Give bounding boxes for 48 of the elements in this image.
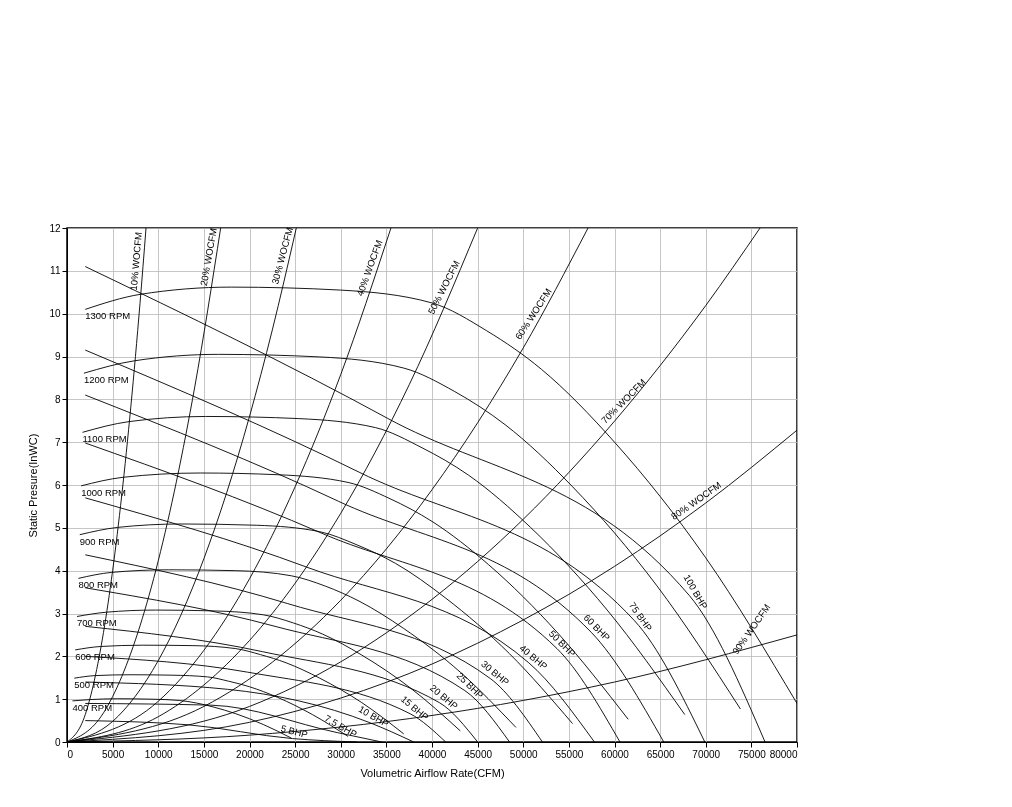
series-label: 1000 RPM — [81, 486, 127, 498]
x-axis-title: Volumetric Airflow Rate(CFM) — [360, 766, 505, 779]
series-label: 800 RPM — [78, 579, 119, 591]
y-axis-title: Static Presure(InWC) — [27, 433, 40, 538]
text: 10 BHP — [356, 703, 391, 730]
x-tick-label: 30000 — [327, 748, 356, 760]
text: 20% WOCFM — [197, 227, 219, 287]
text: 15 BHP — [398, 693, 431, 723]
series-label: 700 RPM — [77, 617, 117, 629]
text: 60 BHP — [581, 612, 613, 643]
text: 7.5 BHP — [322, 712, 359, 740]
y-tick-label: 12 — [49, 222, 61, 234]
series-label: 1100 RPM — [82, 433, 127, 445]
x-tick-label: 60000 — [601, 748, 630, 760]
x-tick-label: 45000 — [464, 748, 493, 760]
y-tick-label: 5 — [54, 522, 61, 534]
y-tick-label: 4 — [54, 565, 61, 577]
series-label: 1300 RPM — [85, 310, 131, 322]
y-tick-label: 9 — [54, 351, 61, 362]
y-tick-label: 1 — [54, 693, 61, 705]
x-tick-label: 40000 — [418, 748, 447, 760]
x-tick-label: 0 — [67, 748, 74, 760]
x-tick-label: 50000 — [509, 748, 539, 760]
y-tick-label: 8 — [54, 393, 61, 405]
x-tick-label: 75000 — [737, 748, 767, 760]
y-tick-label: 10 — [49, 308, 61, 320]
y-tick-label: 11 — [50, 265, 61, 277]
x-tick-label: 55000 — [555, 748, 584, 760]
series-label: 1200 RPM — [83, 374, 129, 386]
x-tick-label: 15000 — [190, 748, 219, 760]
x-tick-label: 20000 — [236, 748, 265, 760]
x-tick-label: 35000 — [372, 748, 402, 760]
x-tick-label: 5000 — [102, 748, 125, 760]
x-tick-label: 80000 — [769, 748, 798, 760]
x-tick-label: 25000 — [281, 748, 310, 760]
x-tick-label: 10000 — [144, 748, 174, 760]
y-tick-label: 7 — [54, 436, 61, 448]
y-tick-label: 3 — [54, 608, 61, 619]
series-label: 400 RPM — [72, 701, 113, 713]
x-tick-label: 65000 — [646, 748, 675, 760]
y-tick-label: 0 — [54, 736, 61, 748]
text: 30% WOCFM — [269, 225, 296, 286]
text: 5 BHP — [279, 722, 310, 741]
text: 10% WOCFM — [127, 231, 144, 291]
series-label: 900 RPM — [79, 535, 120, 547]
x-tick-label: 70000 — [692, 748, 721, 760]
y-tick-label: 6 — [54, 479, 61, 491]
y-tick-label: 2 — [54, 650, 61, 662]
